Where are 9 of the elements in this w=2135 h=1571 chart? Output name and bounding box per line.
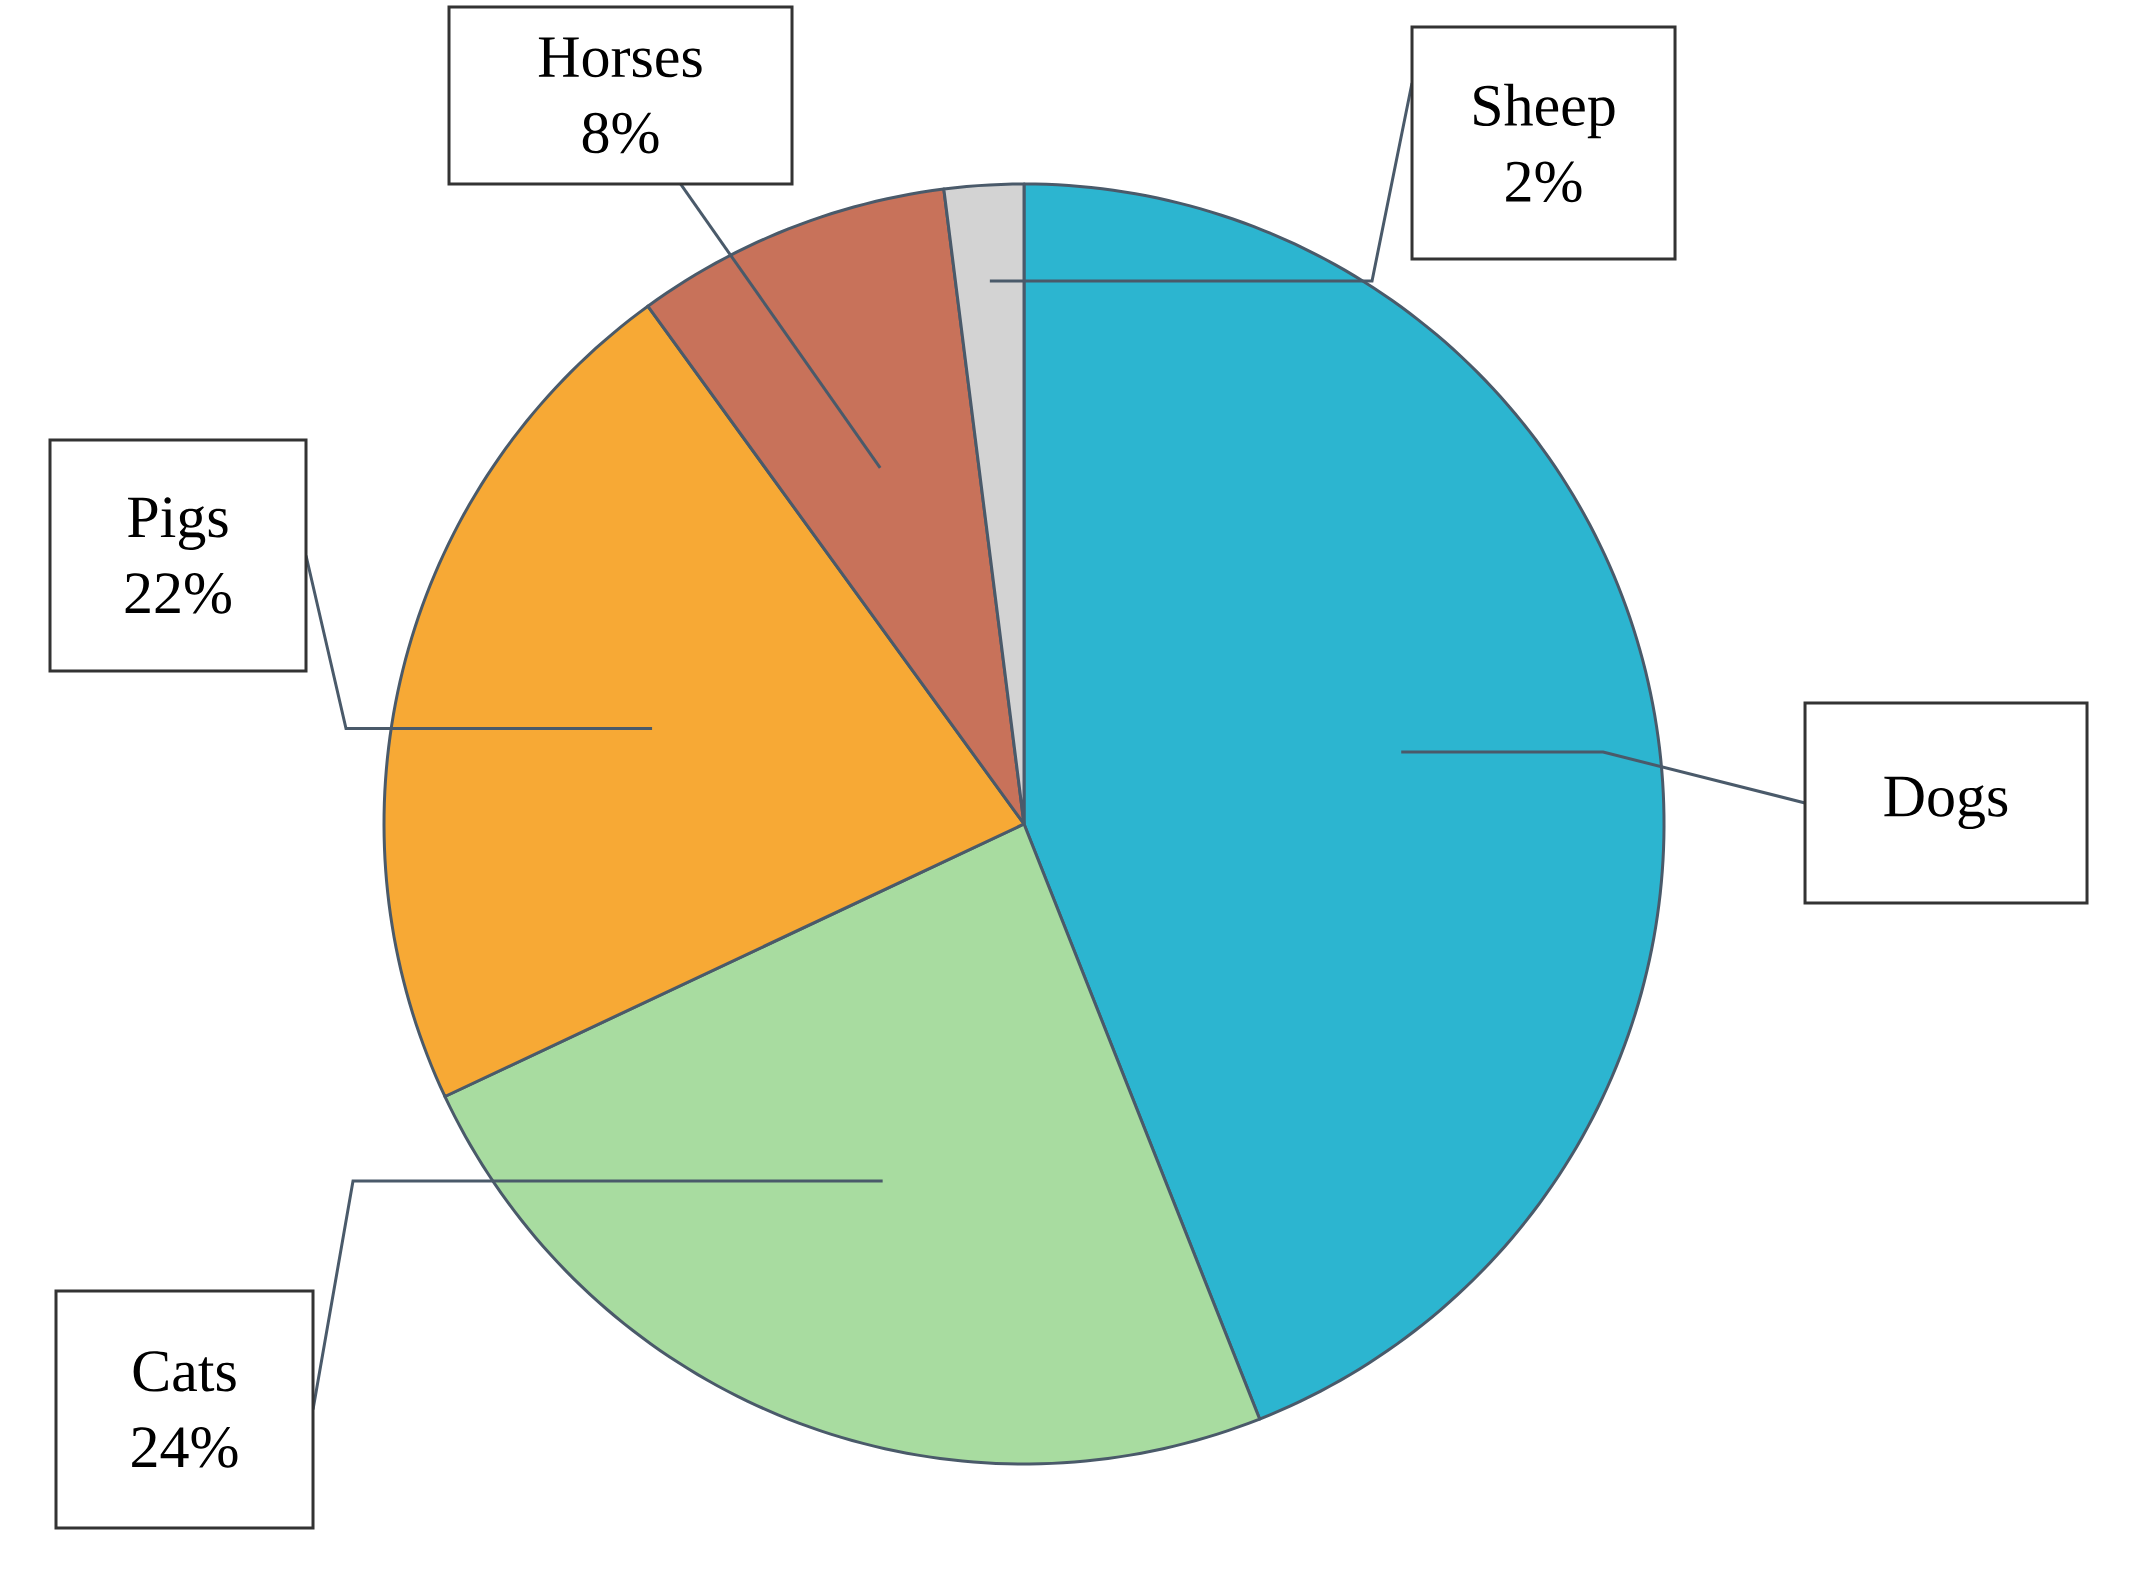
data-label: 2% <box>1506 161 1582 203</box>
data-label: 24% <box>132 1427 238 1468</box>
slice-label: Horses <box>538 37 702 78</box>
slice-label: Pigs <box>128 497 228 550</box>
data-label: 8% <box>582 112 659 154</box>
data-label: 22% <box>125 573 231 614</box>
slice-label: Sheep <box>1474 83 1615 139</box>
slice-label: Dogs <box>1884 776 2008 830</box>
slice-label: Cats <box>133 1351 236 1392</box>
